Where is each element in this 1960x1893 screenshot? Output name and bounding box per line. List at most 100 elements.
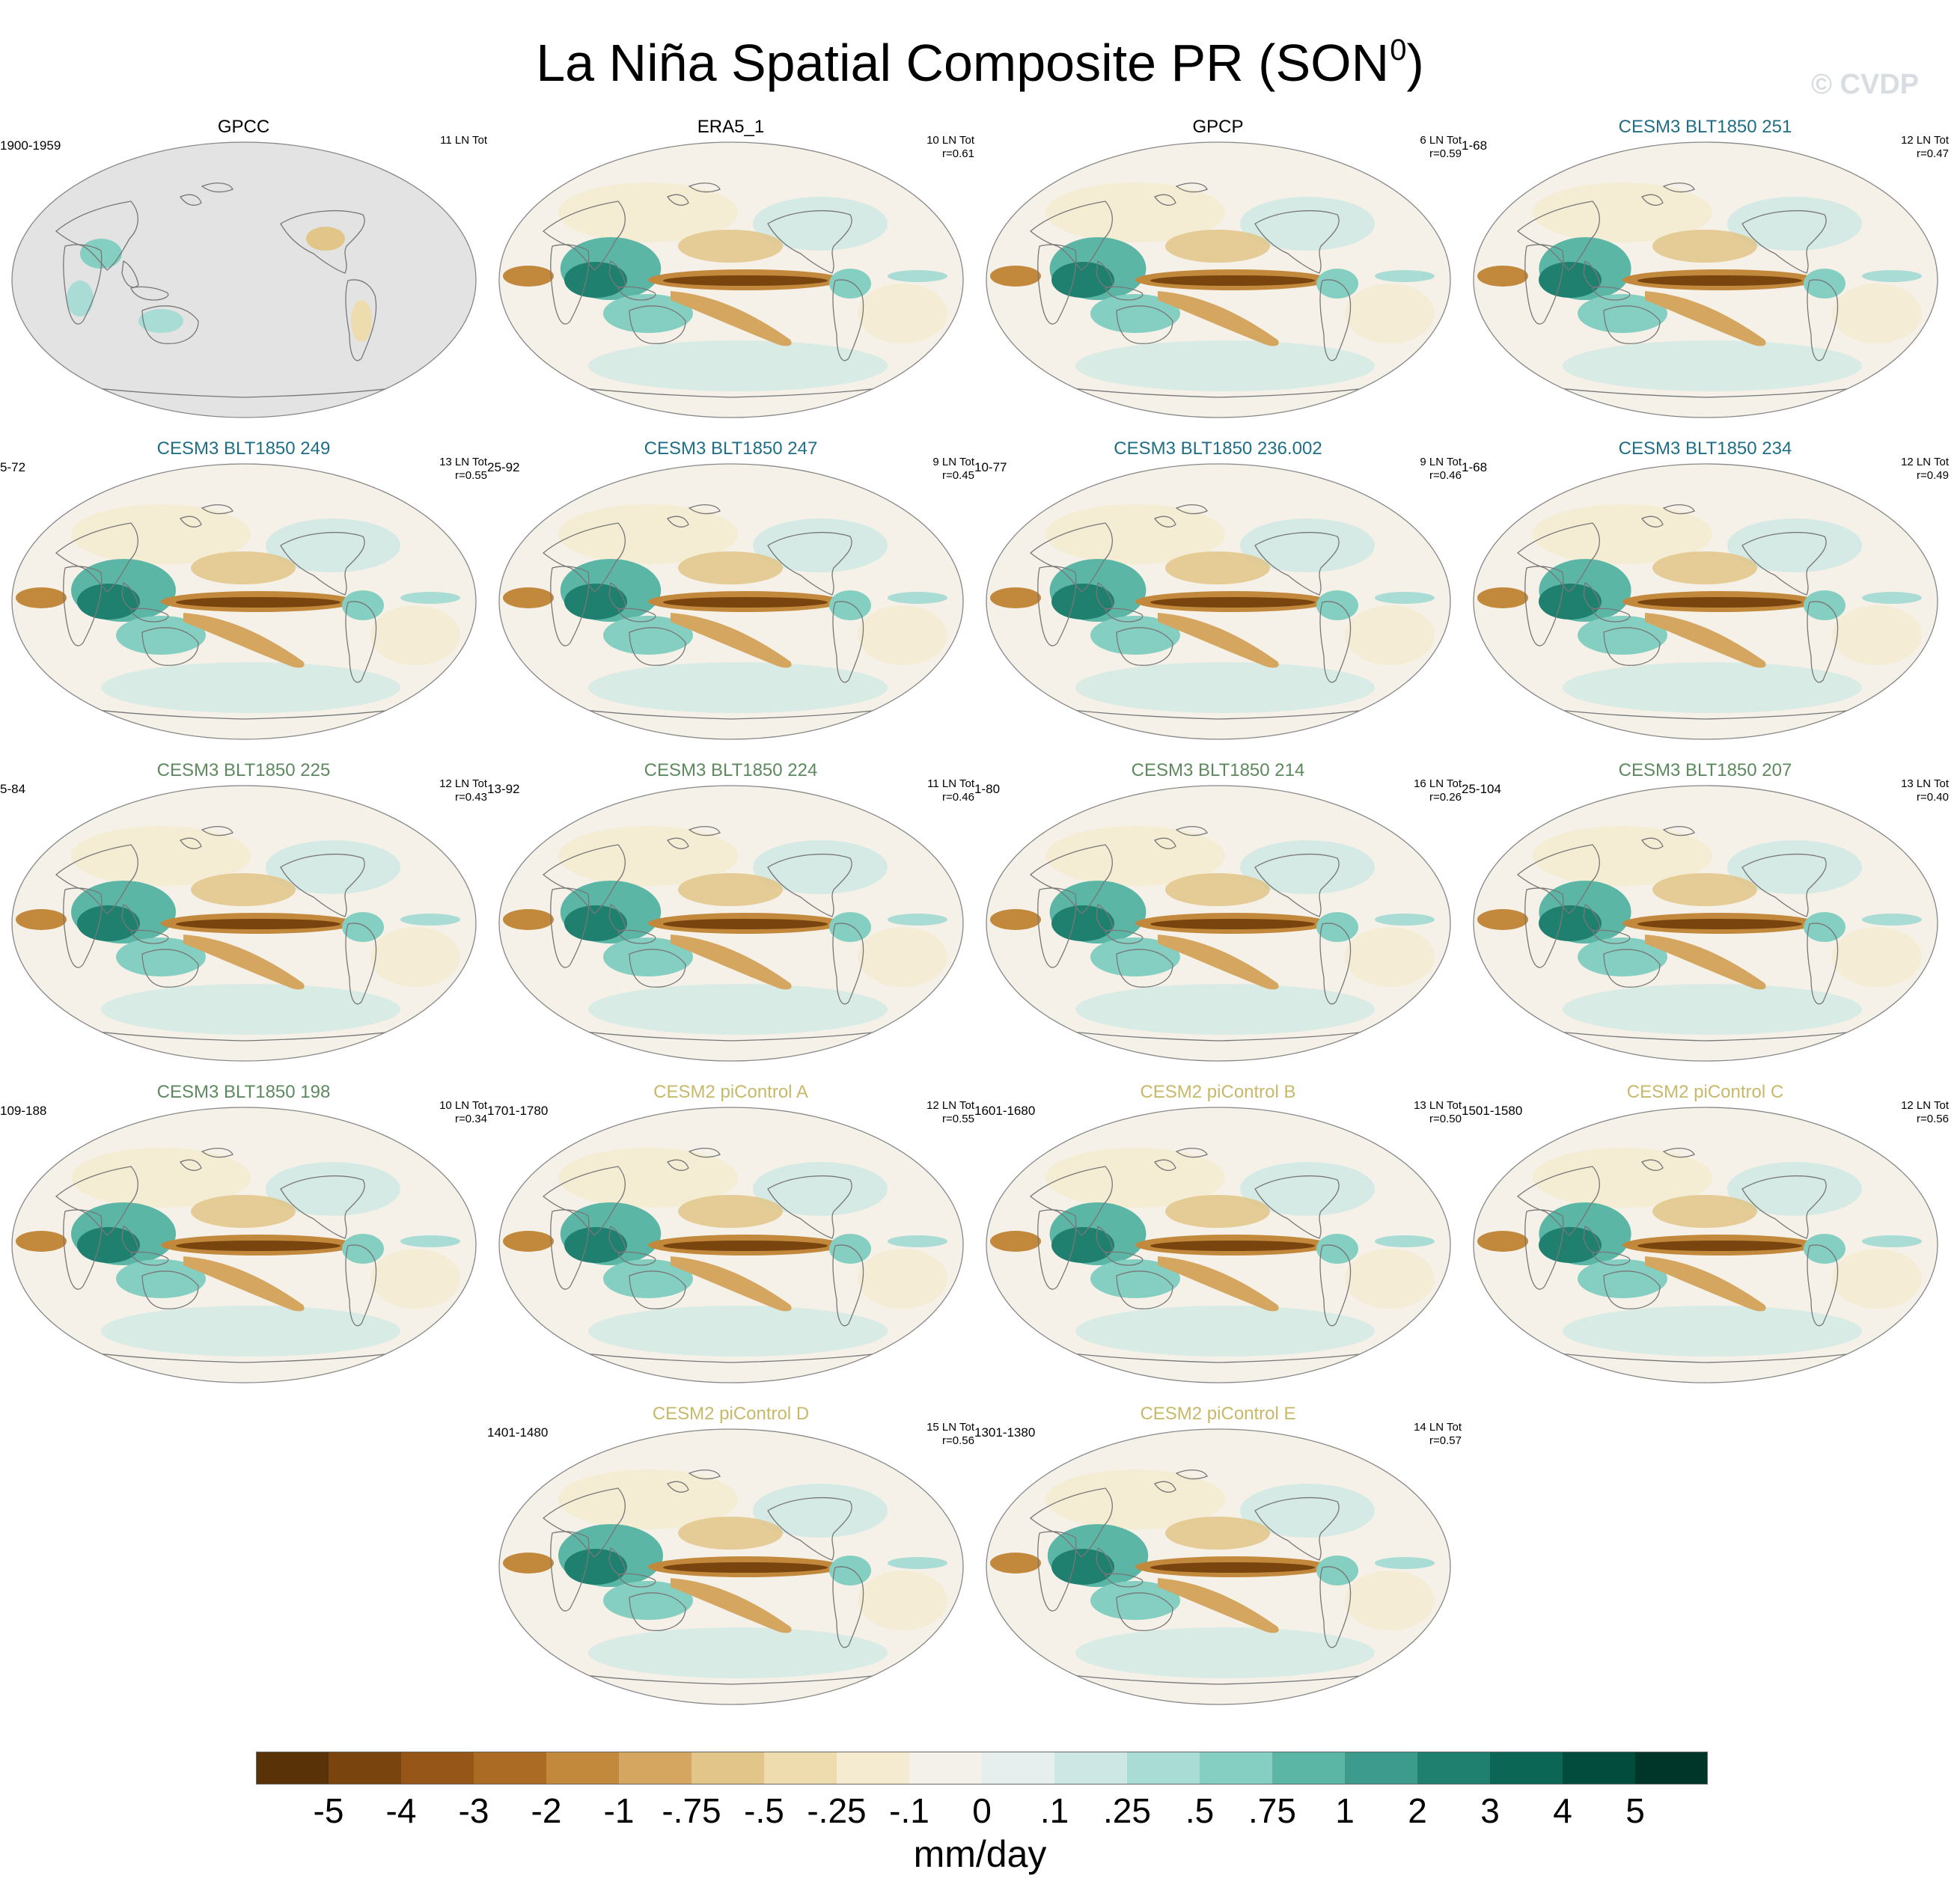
anomaly-blob [829,590,871,620]
colorbar-tick-label: 0 [972,1791,992,1830]
anomaly-blob [342,912,384,942]
colorbar-swatch [1272,1752,1346,1785]
panel-title: CESM2 piControl B [1140,1082,1296,1102]
coastline [1096,1547,1114,1575]
anomaly-blob [858,284,947,343]
panel-title: ERA5_1 [697,117,765,137]
map-panel: CESM2 piControl C 1501-1580 12 LN Tot r=0.5… [1462,1081,1949,1403]
anomaly-blob [183,1256,305,1312]
coastline [1603,305,1661,344]
coastline [1037,1209,1077,1290]
anomaly-blob [183,935,305,990]
coastline [1583,260,1601,288]
world-map [986,1107,1451,1383]
panel-title: CESM3 BLT1850 207 [1618,760,1792,780]
panel-stat-line: 15 LN Tot [926,1421,974,1434]
coastline [1254,210,1340,274]
anomaly-blob [16,909,67,930]
panel-years: 25-92 [487,460,520,474]
panel-years: 5-72 [0,460,26,474]
colorbar-swatch [764,1752,837,1785]
panel-years: 109-188 [0,1104,47,1118]
colorbar-tick-label: -.5 [744,1791,784,1830]
anomaly-blob [503,1231,554,1252]
ocean-background [12,142,476,418]
anomaly-blob [370,605,460,665]
anomaly-blob [829,912,871,942]
coastline [1105,286,1144,301]
map-panel: CESM3 BLT1850 198 109-188 10 LN Tot r=0.34 [0,1081,487,1403]
coastline [667,1159,689,1171]
colorbar-swatch [256,1752,329,1785]
coastline [1116,1270,1173,1309]
anomaly-blob [71,504,251,564]
colorbar-tick-label: -.75 [662,1791,721,1830]
anomaly-blob [1345,1249,1435,1309]
anomaly-blob [558,183,738,242]
coastline [1741,853,1827,917]
coastline [1807,923,1839,1005]
anomaly-blob [1652,1195,1757,1228]
coastline [767,210,852,274]
anomaly-blob [503,587,554,608]
anomaly-blob [1150,1562,1315,1573]
colorbar-swatch [401,1752,474,1785]
anomaly-blob [1158,1578,1279,1633]
colorbar-tick-label: .1 [1039,1791,1069,1830]
coastline [1037,887,1077,968]
coastline [1532,1350,1878,1363]
map-border [1473,141,1938,418]
panel-stat-line: 16 LN Tot [1414,777,1462,790]
anomaly-blob [1862,914,1922,926]
coastline [121,260,139,288]
anomaly-blob [1075,1306,1375,1357]
anomaly-blob [370,1249,460,1309]
panel-stats: 12 LN Tot r=0.55 [926,1099,974,1126]
panel-stat-line: r=0.59 [1429,147,1462,160]
map-border [498,1107,964,1383]
coastline [1641,837,1664,849]
coastline [688,1147,721,1158]
map-panel: CESM3 BLT1850 249 5-72 13 LN Tot r=0.55 [0,438,487,759]
colorbar-swatch [1635,1752,1708,1785]
panel-stat-line: 10 LN Tot [926,134,974,147]
coastline [1037,566,1077,646]
coastline [667,194,689,206]
colorbar-swatch [1345,1752,1418,1785]
anomaly-blob [558,504,738,564]
coastline [1154,1481,1176,1493]
coastline [63,1209,103,1290]
coastline [1583,1226,1601,1253]
anomaly-blob [1150,275,1315,286]
coastline [70,385,416,398]
anomaly-blob [503,909,554,930]
panel-stat-line: 11 LN Tot [440,134,487,147]
panel-stats: 9 LN Tot r=0.45 [932,456,974,483]
map-border [11,463,477,740]
panel-stat-line: r=0.47 [1917,147,1949,160]
anomaly-blob [1539,584,1602,620]
anomaly-blob [1477,266,1528,287]
coastline [1807,601,1839,683]
anomaly-blob [77,584,140,620]
panel-title: CESM3 BLT1850 247 [644,438,818,459]
coastline [1516,844,1600,914]
anomaly-blob [1075,984,1375,1035]
coastline [1105,608,1144,623]
map-border [498,1428,964,1705]
panel-stat-line: 9 LN Tot [1420,456,1462,468]
anomaly-blob [1832,284,1922,343]
map-panel: CESM3 BLT1850 225 5-84 12 LN Tot r=0.43 [0,759,487,1081]
anomaly-blob [67,281,94,316]
coastline [121,904,139,932]
anomaly-blob [671,1578,792,1633]
anomaly-blob [1563,662,1862,713]
map-border [1473,785,1938,1062]
anomaly-blob [1165,1517,1270,1550]
anomaly-blob [176,1241,341,1251]
colorbar-swatch [909,1752,983,1785]
anomaly-blob [663,275,828,286]
coastline [1662,825,1695,837]
anomaly-blob [1090,938,1180,976]
coastline [130,929,169,944]
